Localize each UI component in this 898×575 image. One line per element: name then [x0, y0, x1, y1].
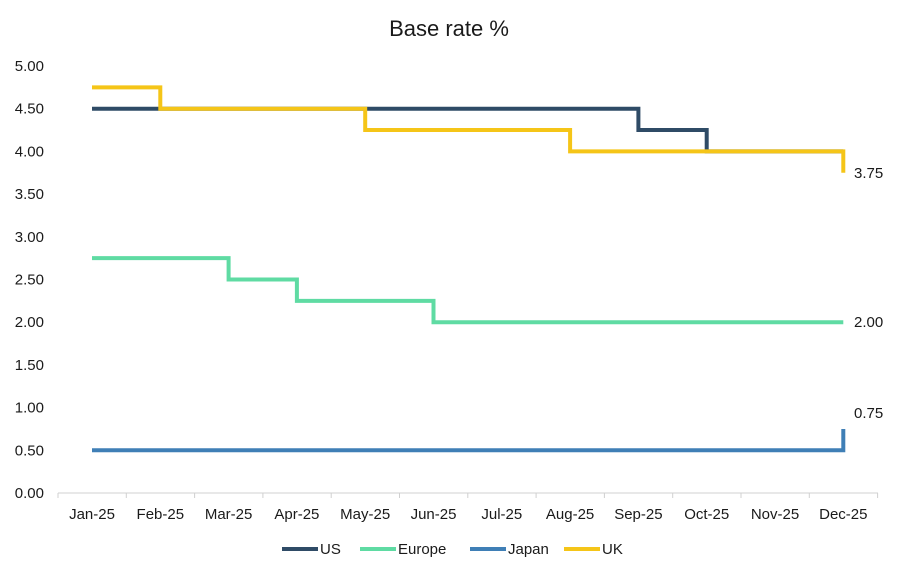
y-tick-label: 0.50 [15, 442, 44, 459]
y-tick-label: 3.00 [15, 229, 44, 246]
x-tick-label: Mar-25 [205, 506, 253, 523]
x-tick-label: Feb-25 [137, 506, 185, 523]
y-axis: 0.00 0.50 1.00 1.50 2.00 2.50 3.00 3.50 4.00 4.50… [15, 58, 44, 502]
end-labels: 2.00 0.75 3.75 [854, 165, 883, 422]
legend: US Europe Japan UK [282, 541, 623, 558]
x-tick-label: Oct-25 [684, 506, 729, 523]
series-line-europe [92, 256, 844, 325]
y-tick-label: 2.00 [15, 314, 44, 331]
y-tick-label: 2.50 [15, 272, 44, 289]
y-tick-label: 1.50 [15, 357, 44, 374]
legend-label-uk: UK [602, 541, 623, 558]
y-tick-label: 5.00 [15, 58, 44, 75]
legend-label-us: US [320, 541, 341, 558]
x-tick-label: Sep-25 [614, 506, 662, 523]
end-label-japan: 0.75 [854, 405, 883, 422]
x-tick-label: May-25 [340, 506, 390, 523]
x-tick-label: Dec-25 [819, 506, 867, 523]
x-tick-label: Jul-25 [481, 506, 522, 523]
series-layer [92, 85, 846, 453]
chart-title: Base rate % [389, 16, 509, 41]
y-tick-label: 4.00 [15, 143, 44, 160]
x-axis: Jan-25 Feb-25 Mar-25 Apr-25 May-25 Jun-25 Jul-… [57, 492, 879, 523]
y-tick-label: 1.00 [15, 400, 44, 417]
x-tick-label: Nov-25 [751, 506, 799, 523]
x-tick-label: Jan-25 [69, 506, 115, 523]
y-tick-label: 3.50 [15, 186, 44, 203]
x-tick-label: Apr-25 [274, 506, 319, 523]
legend-label-europe: Europe [398, 541, 446, 558]
x-tick-label: Jun-25 [411, 506, 457, 523]
y-tick-label: 0.00 [15, 485, 44, 502]
series-line-japan [92, 428, 846, 453]
series-line-uk [92, 85, 846, 173]
end-label-uk: 3.75 [854, 165, 883, 182]
x-tick-label: Aug-25 [546, 506, 594, 523]
y-tick-label: 4.50 [15, 101, 44, 118]
legend-label-japan: Japan [508, 541, 549, 558]
end-label-europe: 2.00 [854, 314, 883, 331]
